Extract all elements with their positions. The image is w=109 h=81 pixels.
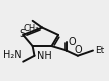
Text: H₂N: H₂N	[3, 50, 21, 60]
Text: S: S	[19, 29, 25, 39]
Text: CH₃: CH₃	[24, 24, 39, 33]
Text: O: O	[68, 37, 76, 47]
Text: NH: NH	[37, 51, 52, 61]
Text: Et: Et	[95, 46, 104, 55]
Text: O: O	[74, 45, 82, 55]
